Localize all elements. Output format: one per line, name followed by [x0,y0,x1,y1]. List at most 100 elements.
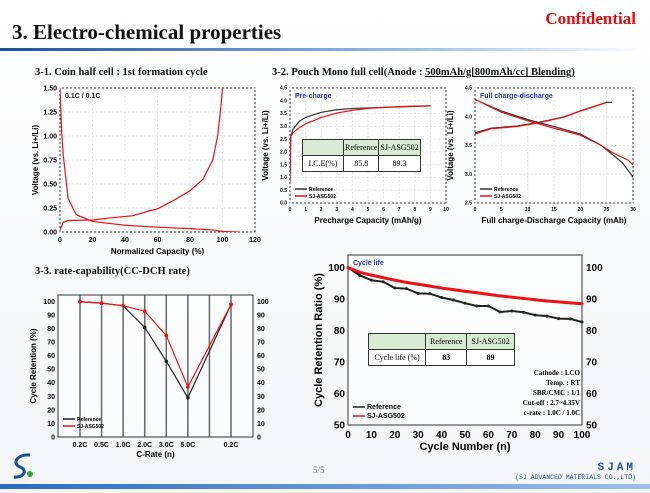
pre-xtick-label: 10 [443,207,449,213]
rate-ytick-right-label: 30 [257,394,265,401]
cycle-xtick-label: 10 [366,430,378,441]
coin-ytick-label: 0.50 [43,181,57,188]
rate-ytick-label: 10 [47,421,55,428]
cycle-ytick-right-label: 100 [586,263,603,274]
pre-ytick-label: 3.0 [280,124,287,130]
cycle-ytick-right-label: 70 [586,357,598,368]
page-title: 3. Electro-chemical properties [12,20,282,44]
pre-xtick-label: 0 [289,207,292,213]
cycle-sj-asg502-point [358,270,362,274]
cycle-sj-asg502-point [393,278,397,282]
coin-ytick-label: 1.50 [43,85,57,92]
condition-cathode: Cathode : LCO [533,369,580,377]
condition-crate: c-rate : 1.0C / 1.0C [523,409,580,417]
pre-xtick-label: 2 [320,207,323,213]
rate-ytick-label: 40 [47,380,55,387]
pre-ytick-label: 1.5 [280,162,287,168]
pre-ytick-label: 4.5 [280,86,287,92]
cycle-reference-point [393,286,397,290]
cycle-sj-asg502-point [346,266,350,270]
full-xtick-label: 10 [525,207,531,213]
cycle-sj-asg502-point [545,299,549,303]
full-ytick-label: 3.5 [465,143,472,149]
cycle-sj-asg502-point [451,288,455,292]
cycle-sj-asg502-point [405,280,408,284]
cycle-xtick-label: 100 [574,430,591,441]
ice-sj-value: 89.3 [378,155,421,172]
full-xtick-label: 5 [500,207,503,213]
pre-xtick-label: 9 [429,207,432,213]
cycle-sj-asg502-point [580,302,584,306]
rate-ytick-label: 90 [47,313,55,320]
cycle-ytick-label: 90 [334,294,346,305]
pre-ytick-label: 0.5 [280,188,287,194]
coin-ytick-label: 1.00 [43,133,57,140]
cycle-sj-asg502-point [486,292,490,296]
rate-ytick-right-label: 40 [257,380,265,387]
cycle-xtick-label: 30 [413,430,425,441]
full-sj-asg502-line [475,101,607,135]
page-number: 5/5 [313,465,325,475]
cycle-reference-point [416,291,420,295]
coin-ylabel: Voltage (vs. Li+/Li) [31,125,40,196]
ice-header-reference: Reference [342,139,380,156]
full-series-line [475,98,633,166]
pre-xtick-label: 8 [413,207,416,213]
rate-ytick-right-label: 50 [257,367,265,374]
cycle-reference-point [568,317,572,321]
rate-ytick-label: 100 [43,299,55,306]
section-pouch-cell: 3-2. Pouch Mono full cell(Anode : 500mAh… [272,67,575,78]
pre-annotation: Pre-charge [295,93,332,100]
rate-reference-point [164,359,169,364]
coin-xtick-label: 0 [58,237,62,244]
cycle-reference-point [381,280,385,284]
cycle-reference-point [369,278,373,282]
cycle-ylabel: Cycle Retention Ratio (%) [313,273,325,407]
confidential-label: Confidential [545,9,636,28]
rate-ytick-label: 20 [47,407,55,414]
cycle-sj-asg502-point [510,295,514,299]
cycle-row-label: Cycle life (%) [368,349,426,366]
rate-ytick-label: 30 [47,394,55,401]
cycle-ytick-label: 70 [334,357,346,368]
coin-ytick-label: 0.25 [43,205,57,212]
rate-ytick-right-label: 10 [257,421,265,428]
title-divider [0,48,650,51]
cycle-reference-point [428,292,432,296]
cycle-reference-point [475,304,479,308]
pre-legend-label: SJ-ASG502 [309,194,336,200]
cycle-sj-asg502-point [369,273,373,277]
ice-reference-value: 85.8 [342,155,380,172]
cycle-ytick-right-label: 90 [586,294,598,305]
rate-ylabel: Cycle Retention (%) [29,328,38,403]
rate-category-label: 3.0C [159,442,174,449]
full-xtick-label: 20 [578,207,584,213]
rate-category-label: 1.0C [116,442,131,449]
rate-xlabel: C-Rate (n) [136,450,175,459]
rate-category-label: 5.0C [180,442,195,449]
coin-xtick-label: 60 [154,237,162,244]
pre-xtick-label: 7 [398,207,401,213]
rate-ytick-right-label: 90 [257,313,265,320]
coin-xtick-label: 100 [217,237,229,244]
rate-ytick-right-label: 100 [257,299,269,306]
cycle-legend-label: Reference [367,404,401,411]
brand-full-name: (SJ ADVANCED MATERIALS CO.,LTD) [515,474,636,481]
coin-ytick-label: 0.00 [43,229,57,236]
section-pouch-underlined: 500mAh/g[800mAh/cc] Blending) [425,67,575,78]
cycle-header-reference: Reference [424,333,468,350]
cycle-sj-asg502-point [440,286,444,290]
rate-sj-asg502-point [229,302,233,307]
cycle-sj-asg502-point [428,284,432,288]
rate-ytick-right-label: 0 [257,434,261,441]
rate-sj-asg502-point [121,304,125,308]
coin-annotation: 0.1C / 0.1C [65,93,100,100]
rate-ytick-right-label: 70 [257,340,265,347]
cycle-annotation: Cycle life [353,260,384,267]
full-ytick-label: 4.0 [465,114,472,120]
cycle-reference-point [510,309,514,313]
pre-ytick-label: 2.0 [280,150,287,156]
pre-xtick-label: 1 [304,207,307,213]
ice-header-empty [302,139,344,156]
